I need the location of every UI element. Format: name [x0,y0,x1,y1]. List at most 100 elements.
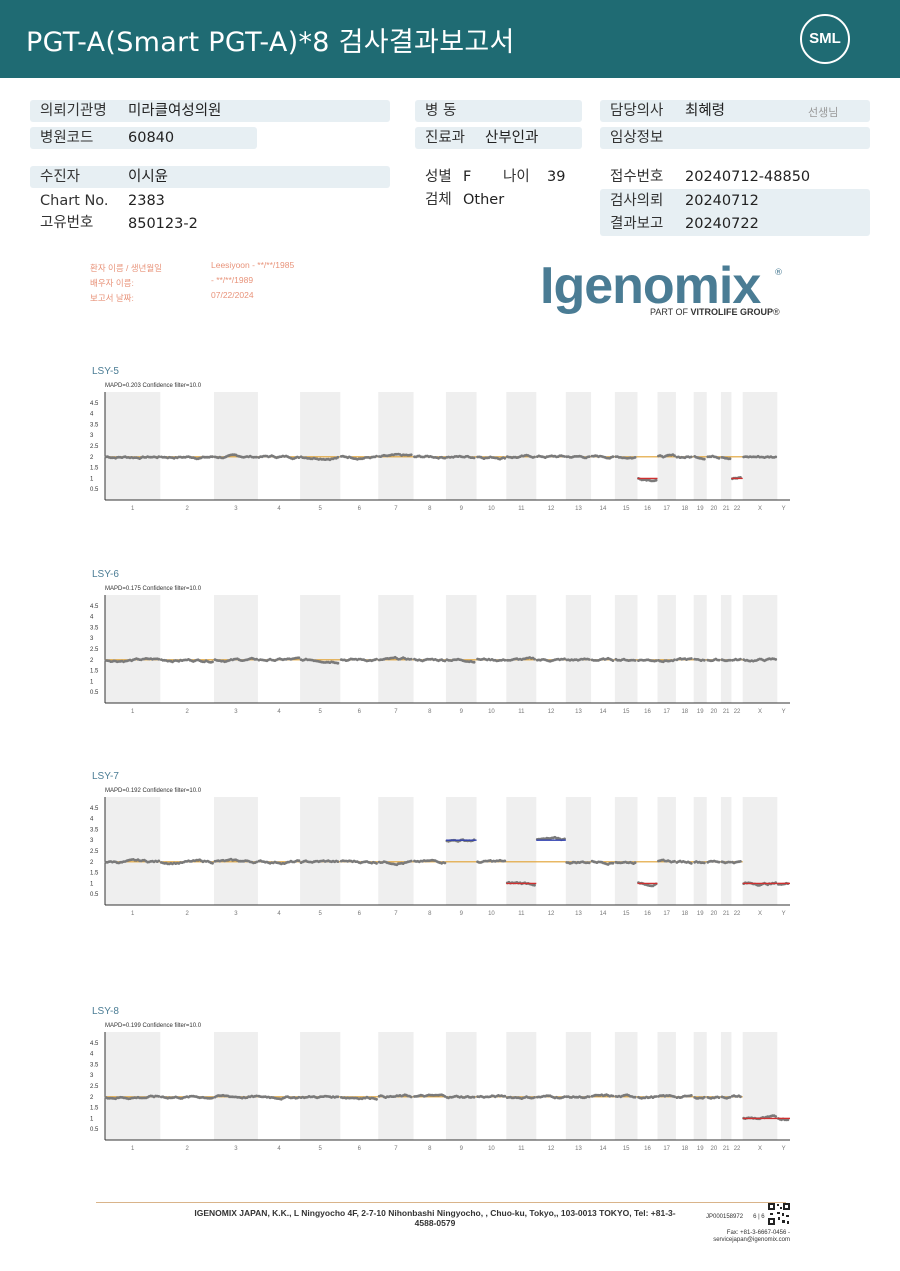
chromosome-2-points [159,1094,214,1100]
footer-doc-code: JP000158972 6 | 6 [706,1214,765,1220]
institution-label: 의뢰기관명 [40,103,107,119]
tagline-post: ® [773,307,780,317]
chromosome-band [378,1032,414,1140]
chromosome-21-points [720,1095,732,1100]
cnv-plot-lsy-6: LSY-6 MAPD=0.175 Confidence filter=10.0 0.… [85,565,800,725]
x-tick-label: 21 [723,1146,730,1152]
x-tick-label: 2 [185,911,189,917]
department-label: 진료과 [425,130,466,146]
plot-title: LSY-8 [92,1006,119,1017]
plot-subtitle: MAPD=0.175 Confidence filter=10.0 [105,586,202,592]
x-tick-label: 5 [319,506,323,512]
x-tick-label: 11 [518,1146,525,1152]
footer-divider [96,1202,786,1203]
x-tick-label: 17 [663,506,670,512]
y-tick-label: 2.5 [90,444,99,450]
age-value: 39 [547,169,566,185]
chromosome-4-points [257,454,301,461]
chromosome-22-points [731,1094,742,1099]
cnv-plot-svg: LSY-6 MAPD=0.175 Confidence filter=10.0 0.… [90,569,790,715]
chart-no-label: Chart No. [40,193,109,209]
chromosome-12-points [535,454,566,459]
y-tick-label: 3.5 [90,422,99,428]
x-tick-label: 11 [518,709,525,715]
chromosome-16-points [637,477,658,483]
page-number: 6 | 6 [753,1214,765,1220]
chromosome-band [300,797,341,905]
chromosome-11-points [505,1095,536,1100]
chromosome-7-points [377,1093,413,1099]
plot-title: LSY-7 [92,771,119,782]
x-tick-label: 12 [548,506,555,512]
x-tick-label: 15 [623,1146,630,1152]
chromosome-20-points [706,657,721,663]
y-tick-label: 3 [90,1073,94,1079]
x-tick-label: 12 [548,1146,555,1152]
x-tick-label: 9 [460,911,464,917]
partner-name-label: 배우자 이름: [90,278,134,288]
chromosome-13-points [565,454,591,460]
chromosome-band [565,1032,592,1140]
chromosome-14-points [590,656,615,662]
x-tick-label: 6 [358,1146,362,1152]
x-tick-label: 15 [623,709,630,715]
y-tick-label: 3.5 [90,1062,99,1068]
chromosome-12-points [535,1094,566,1100]
chromosome-19-points [693,860,706,865]
sex-value: F [463,169,472,185]
y-tick-label: 1 [90,679,94,685]
x-tick-label: 7 [394,506,398,512]
plot-title: LSY-5 [92,366,119,377]
chromosome-3-points [213,453,258,460]
chromosome-4-points [257,859,301,866]
chromosome-16-points [637,658,658,663]
institution-row [30,100,390,122]
chromosome-band [378,797,414,905]
x-tick-label: 1 [131,1146,135,1152]
chromosome-band [720,797,732,905]
chromosome-8-points [413,657,447,663]
x-tick-label: 13 [575,506,582,512]
chromosome-5-points [299,859,340,864]
report-date-value: 20240722 [685,216,759,232]
institution-value: 미라클여성의원 [128,103,222,119]
chromosome-18-points [675,859,693,865]
y-tick-label: 0.5 [90,892,99,898]
x-tick-label: 17 [663,1146,670,1152]
chromosome-15-points [614,455,637,460]
x-tick-label: Y [782,1146,786,1152]
chromosome-band [105,392,161,500]
x-tick-label: 16 [644,911,651,917]
chromosome-7-points [377,452,413,458]
x-tick-label: 19 [697,506,704,512]
x-tick-label: 9 [460,506,464,512]
x-tick-label: 13 [575,1146,582,1152]
chromosome-band [213,595,258,703]
x-tick-label: 7 [394,911,398,917]
x-tick-label: 20 [711,506,718,512]
y-tick-label: 1 [90,1116,94,1122]
report-date-label: 결과보고 [610,216,664,232]
cnv-plot-lsy-5: LSY-5 MAPD=0.203 Confidence filter=10.0 0.… [85,362,800,522]
chromosome-13-points [565,657,591,662]
y-tick-label: 4 [90,817,94,823]
y-tick-label: 1.5 [90,871,99,877]
chromosome-band [445,595,477,703]
chromosome-band [378,595,414,703]
x-tick-label: 2 [185,506,189,512]
x-tick-label: 17 [663,709,670,715]
x-tick-label: 18 [681,506,688,512]
chromosome-band [445,392,477,500]
chromosome-band [657,797,676,905]
chromosome-band [720,595,732,703]
hospital-code-value: 60840 [128,130,175,146]
chromosome-13-points [565,1095,591,1100]
chromosome-2-points [159,858,214,866]
chromosome-5-points [299,1094,340,1100]
y-tick-label: 4 [90,1052,94,1058]
x-tick-label: 6 [358,709,362,715]
chromosome-19-points [693,657,706,662]
doctor-value: 최혜령 [685,103,726,119]
clinical-info-label: 임상정보 [610,130,664,146]
y-tick-label: 0.5 [90,487,99,493]
